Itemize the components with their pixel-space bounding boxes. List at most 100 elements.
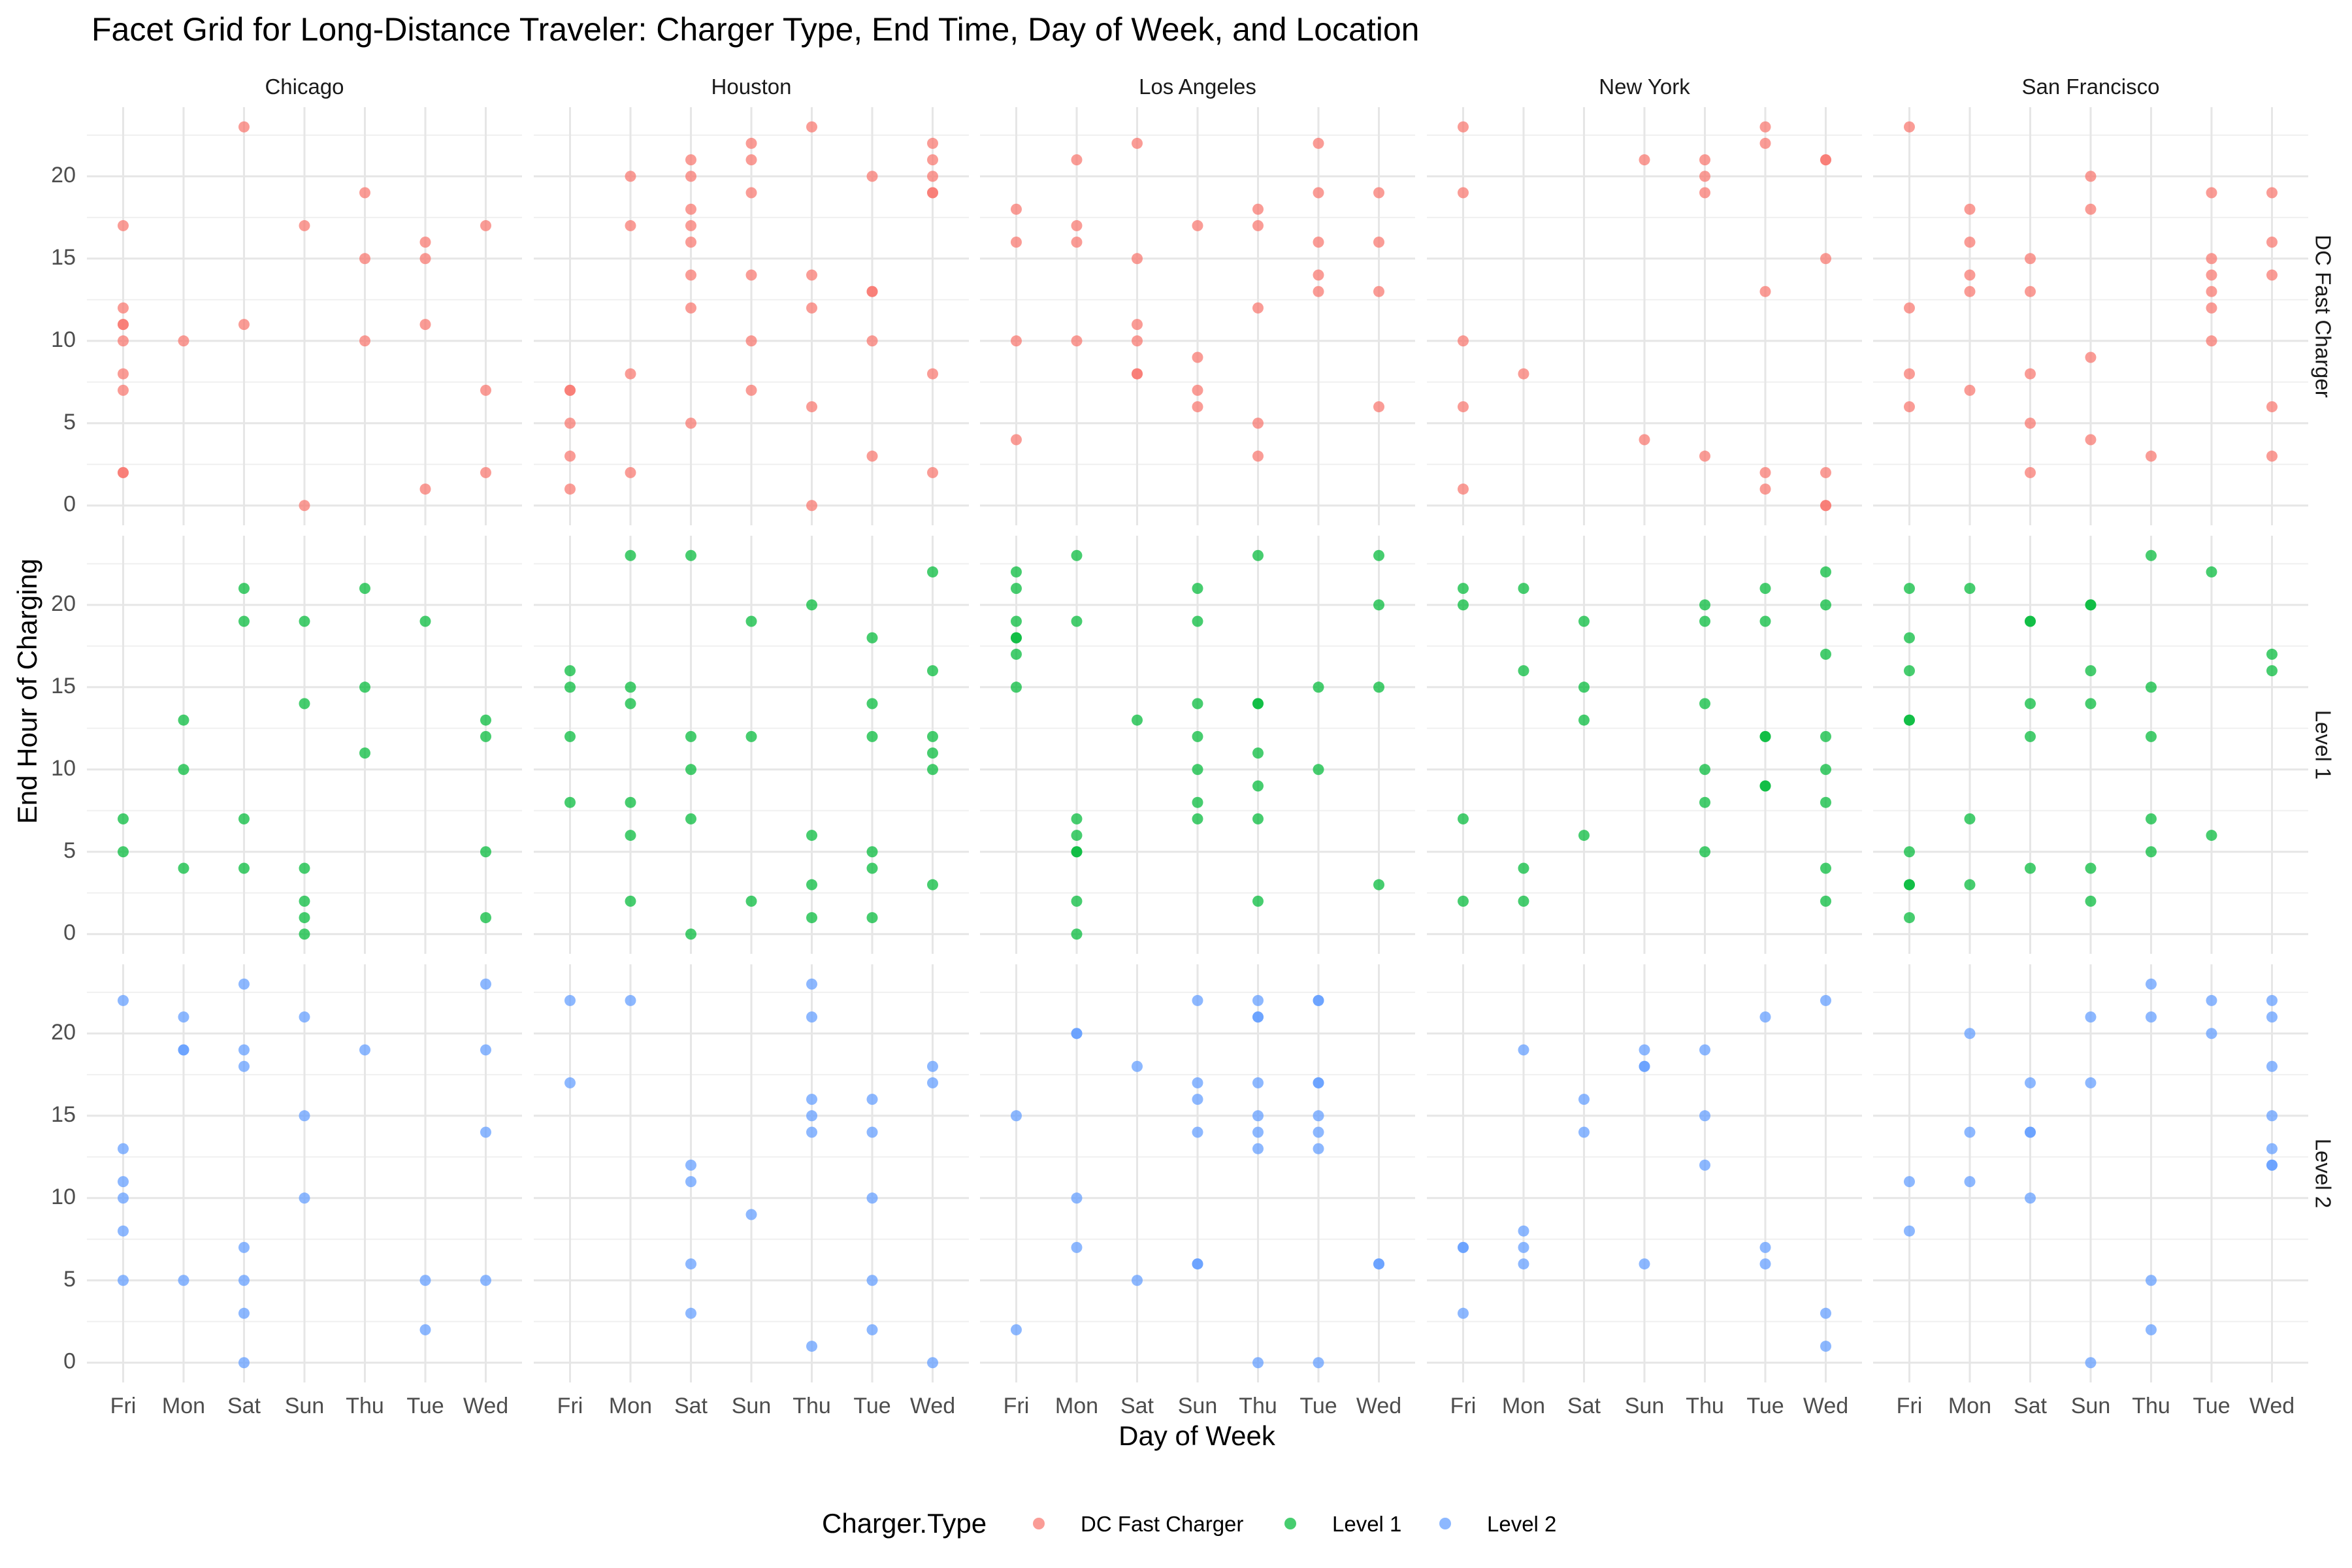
data-point xyxy=(806,500,817,512)
panel-san-francisco-level-1 xyxy=(1873,536,2308,954)
data-point xyxy=(1518,368,1529,380)
data-point xyxy=(2206,566,2217,578)
data-point xyxy=(118,368,129,380)
data-point xyxy=(1071,1192,1083,1204)
data-point xyxy=(1373,549,1384,561)
data-point xyxy=(866,286,878,297)
data-point xyxy=(299,1011,310,1023)
data-point xyxy=(299,1110,310,1122)
facet-strip-labels: Chicago Houston Los Angeles New York San Fra… xyxy=(265,74,2335,1208)
data-point xyxy=(1759,483,1771,495)
data-point xyxy=(2025,1126,2036,1138)
data-point xyxy=(2206,830,2217,841)
data-point xyxy=(1313,1110,1324,1122)
data-point xyxy=(685,171,696,182)
data-point xyxy=(480,1275,491,1286)
data-point xyxy=(1252,994,1264,1006)
data-point xyxy=(1192,1126,1203,1138)
points-new-york-dc-fast-charger xyxy=(1458,121,1831,512)
data-point xyxy=(1518,862,1529,874)
data-point xyxy=(2025,698,2036,710)
data-point xyxy=(1252,1143,1264,1154)
data-point xyxy=(2025,417,2036,429)
data-point xyxy=(927,747,938,759)
data-point xyxy=(1192,384,1203,396)
data-point xyxy=(178,1275,189,1286)
data-point xyxy=(238,319,250,331)
data-point xyxy=(299,928,310,940)
legend-title: Charger.Type xyxy=(822,1508,987,1539)
x-tick-label: Sun xyxy=(1625,1394,1665,1418)
data-point xyxy=(866,1324,878,1335)
x-tick-label: Tue xyxy=(853,1394,890,1418)
data-point xyxy=(1071,895,1083,907)
points-san-francisco-level-2 xyxy=(1904,978,2278,1369)
points-chicago-level-2 xyxy=(118,978,491,1369)
data-point xyxy=(359,681,370,693)
data-point xyxy=(685,1307,696,1319)
data-point xyxy=(1132,714,1143,726)
data-point xyxy=(1820,730,1831,742)
data-point xyxy=(238,1241,250,1253)
data-point xyxy=(1759,466,1771,478)
data-point xyxy=(1639,1258,1650,1270)
data-point xyxy=(1071,549,1083,561)
data-point xyxy=(685,1258,696,1270)
data-point xyxy=(1011,203,1022,215)
data-point xyxy=(2266,269,2278,281)
data-point xyxy=(2025,1077,2036,1088)
data-point xyxy=(1964,879,1976,890)
data-point xyxy=(1904,401,1915,413)
data-point xyxy=(1071,220,1083,231)
data-point xyxy=(1518,1044,1529,1056)
data-point xyxy=(806,1110,817,1122)
y-tick-label: 20 xyxy=(51,1020,76,1045)
data-point xyxy=(178,335,189,347)
data-point xyxy=(1011,237,1022,248)
legend-label: Level 1 xyxy=(1332,1512,1401,1536)
data-point xyxy=(564,384,576,396)
data-point xyxy=(419,1324,431,1335)
data-point xyxy=(2085,351,2097,363)
strip-label-level-1: Level 1 xyxy=(2311,710,2335,779)
data-point xyxy=(359,187,370,199)
data-point xyxy=(806,599,817,611)
x-tick-label: Mon xyxy=(1948,1394,1991,1418)
data-point xyxy=(178,862,189,874)
data-point xyxy=(1192,220,1203,231)
data-point xyxy=(866,730,878,742)
data-point xyxy=(238,615,250,627)
data-point xyxy=(2266,187,2278,199)
data-point xyxy=(1964,813,1976,825)
data-point xyxy=(1071,335,1083,347)
data-point xyxy=(1699,187,1710,199)
strip-label-new-york: New York xyxy=(1599,74,1690,99)
data-point xyxy=(1759,1241,1771,1253)
data-point xyxy=(1759,1011,1771,1023)
data-point xyxy=(2266,1143,2278,1154)
data-point xyxy=(299,862,310,874)
data-point xyxy=(1578,681,1590,693)
data-point xyxy=(118,1225,129,1237)
data-point xyxy=(1759,137,1771,149)
data-point xyxy=(1313,137,1324,149)
data-point xyxy=(564,796,576,808)
data-point xyxy=(238,1060,250,1072)
data-point xyxy=(419,1275,431,1286)
data-point xyxy=(1011,566,1022,578)
data-point xyxy=(1904,714,1915,726)
data-point xyxy=(1699,698,1710,710)
data-point xyxy=(2266,1110,2278,1122)
data-point xyxy=(1071,237,1083,248)
panel-san-francisco-level-2 xyxy=(1873,964,2308,1382)
data-point xyxy=(927,1077,938,1088)
data-point xyxy=(238,1357,250,1369)
data-point xyxy=(118,302,129,314)
points-san-francisco-level-1 xyxy=(1904,549,2278,924)
data-point xyxy=(1313,269,1324,281)
points-chicago-level-1 xyxy=(118,583,491,940)
data-point xyxy=(564,665,576,677)
data-point xyxy=(118,846,129,858)
data-point xyxy=(685,220,696,231)
